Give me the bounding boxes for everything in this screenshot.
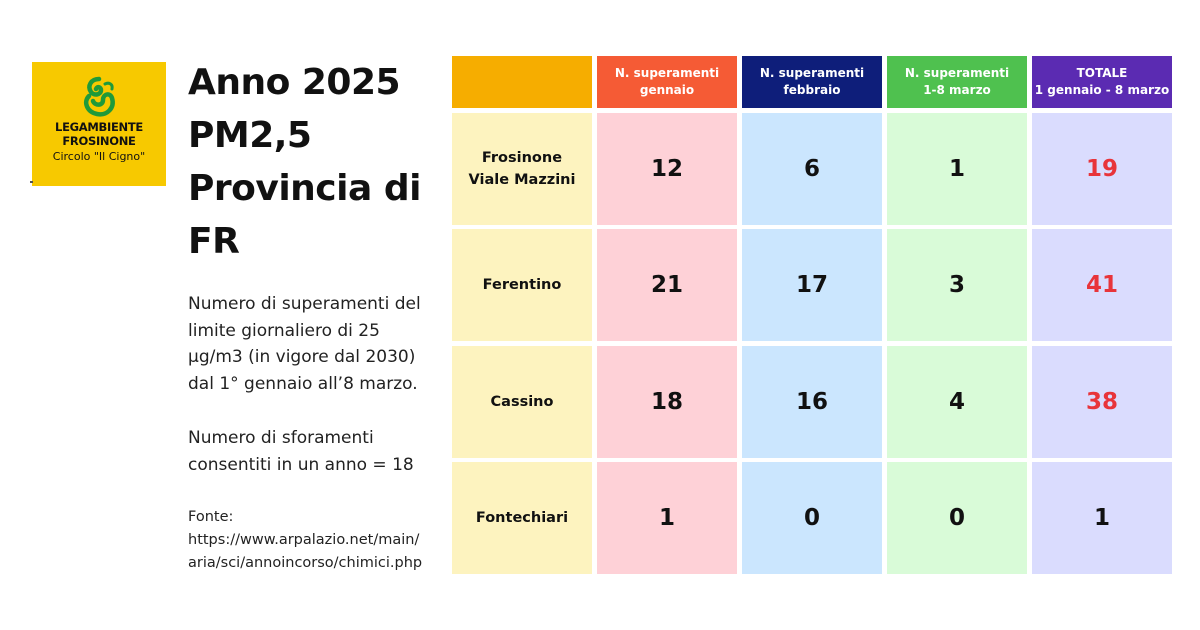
value-marzo: 1 (887, 112, 1027, 225)
header-text: TOTALE (1076, 66, 1128, 80)
station-label: Ferentino (452, 229, 592, 341)
source-url-line: https://www.arpalazio.net/main/ (188, 532, 420, 548)
source-url-line: aria/sci/annoincorso/chimici.php (188, 555, 423, 571)
header-marzo: N. superamenti 1-8 marzo (887, 56, 1027, 108)
station-label-text: Ferentino (482, 277, 562, 293)
swan-logo-icon (84, 76, 115, 117)
header-text: N. superamenti (759, 66, 865, 80)
header-station (452, 56, 592, 108)
value-febbraio: 0 (742, 462, 882, 574)
station-label-text: Frosinone (481, 149, 563, 166)
logo-text-legambiente: LEGAMBIENTE (55, 120, 143, 134)
total-value: 19 (1032, 112, 1172, 225)
total-value: 1 (1032, 462, 1172, 574)
page-title: Anno 2025 PM2,5 Provincia di FR (188, 56, 443, 268)
logo-text-circolo: Circolo "Il Cigno" (52, 150, 146, 163)
source-label: Fonte: (188, 509, 234, 525)
header-text: N. superamenti (904, 66, 1010, 80)
title-line: Anno 2025 (188, 62, 401, 103)
header-text: N. superamenti (614, 66, 720, 80)
allowed-exceedances-note: Numero di sforamenti consentiti in un an… (188, 425, 450, 478)
total-value: 38 (1032, 345, 1172, 458)
description-line: µg/m3 (in vigore dal 2030) (188, 347, 416, 367)
description-line: Numero di superamenti del (188, 294, 421, 314)
station-label-text: Cassino (490, 393, 554, 410)
source-note: Fonte: https://www.arpalazio.net/main/ a… (188, 506, 450, 575)
header-totale: TOTALE 1 gennaio - 8 marzo (1032, 56, 1172, 108)
limit-line: Numero di sforamenti (188, 428, 374, 448)
station-label: Cassino (452, 345, 592, 458)
value-gennaio: 1 (597, 462, 737, 574)
header-febbraio: N. superamenti febbraio (742, 56, 882, 108)
value-gennaio: 18 (597, 345, 737, 458)
decorative-mark (30, 181, 33, 183)
station-label: Fontechiari (452, 462, 592, 574)
value-febbraio: 17 (742, 229, 882, 341)
value-febbraio: 16 (742, 345, 882, 458)
station-label: Frosinone Viale Mazzini (452, 112, 592, 225)
station-label-text: Fontechiari (475, 510, 569, 526)
header-text: 1-8 marzo (923, 83, 991, 97)
description-line: limite giornaliero di 25 (188, 320, 380, 341)
value-gennaio: 21 (597, 229, 737, 341)
logo-text-frosinone: FROSINONE (62, 134, 136, 148)
value-febbraio: 6 (742, 112, 882, 225)
legambiente-logo: LEGAMBIENTE FROSINONE Circolo "Il Cigno" (32, 62, 166, 186)
header-text: febbraio (783, 83, 841, 97)
station-label-text: Viale Mazzini (468, 171, 576, 188)
description-line: dal 1° gennaio all’8 marzo. (188, 373, 418, 394)
header-text: 1 gennaio - 8 marzo (1034, 83, 1170, 97)
value-gennaio: 12 (597, 112, 737, 225)
header-gennaio: N. superamenti gennaio (597, 56, 737, 108)
title-line: PM2,5 (188, 115, 312, 156)
total-value: 41 (1032, 229, 1172, 341)
title-line: FR (188, 221, 240, 262)
description: Numero di superamenti del limite giornal… (188, 291, 450, 397)
limit-line: consentiti in un anno = 18 (188, 454, 414, 475)
header-text: gennaio (639, 83, 695, 97)
value-marzo: 3 (887, 229, 1027, 341)
title-line: Provincia di (188, 168, 421, 209)
value-marzo: 4 (887, 345, 1027, 458)
exceedances-table: N. superamenti gennaio N. superamenti febbr… (452, 56, 1172, 574)
value-marzo: 0 (887, 462, 1027, 574)
